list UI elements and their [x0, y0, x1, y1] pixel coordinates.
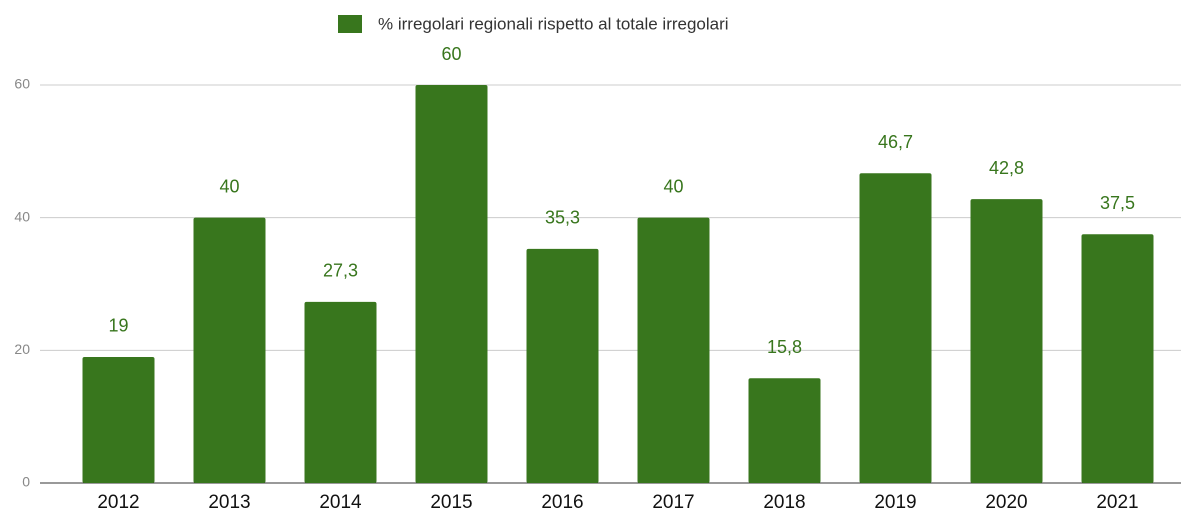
- data-label: 46,7: [878, 132, 913, 152]
- x-tick-label: 2020: [985, 492, 1027, 512]
- bar: [748, 378, 821, 483]
- data-label: 27,3: [323, 261, 358, 281]
- x-tick-label: 2014: [319, 492, 362, 512]
- x-tick-label: 2019: [874, 492, 916, 512]
- y-tick-label: 20: [14, 341, 30, 357]
- data-label: 37,5: [1100, 193, 1135, 213]
- y-tick-label: 40: [14, 208, 30, 224]
- data-label: 15,8: [767, 337, 802, 357]
- bar: [637, 217, 710, 483]
- x-tick-label: 2017: [652, 492, 694, 512]
- bar: [304, 301, 377, 483]
- y-tick-label: 0: [22, 474, 30, 490]
- x-tick-label: 2015: [430, 492, 472, 512]
- x-tick-label: 2013: [208, 492, 250, 512]
- data-label: 40: [663, 176, 683, 196]
- x-tick-label: 2018: [763, 492, 805, 512]
- legend-label: % irregolari regionali rispetto al total…: [378, 14, 729, 33]
- x-tick-label: 2021: [1096, 492, 1138, 512]
- x-tick-label: 2012: [97, 492, 139, 512]
- bar: [970, 199, 1043, 484]
- bar: [193, 217, 266, 483]
- legend-swatch: [338, 15, 362, 33]
- data-label: 40: [219, 176, 239, 196]
- data-label: 19: [108, 316, 128, 336]
- bar: [415, 85, 488, 483]
- bar: [82, 356, 155, 483]
- data-label: 42,8: [989, 158, 1024, 178]
- x-tick-label: 2016: [541, 492, 583, 512]
- y-tick-label: 60: [14, 76, 30, 92]
- bar: [526, 248, 599, 483]
- bar: [859, 173, 932, 483]
- data-label: 35,3: [545, 208, 580, 228]
- data-label: 60: [441, 44, 461, 64]
- bar: [1081, 234, 1154, 483]
